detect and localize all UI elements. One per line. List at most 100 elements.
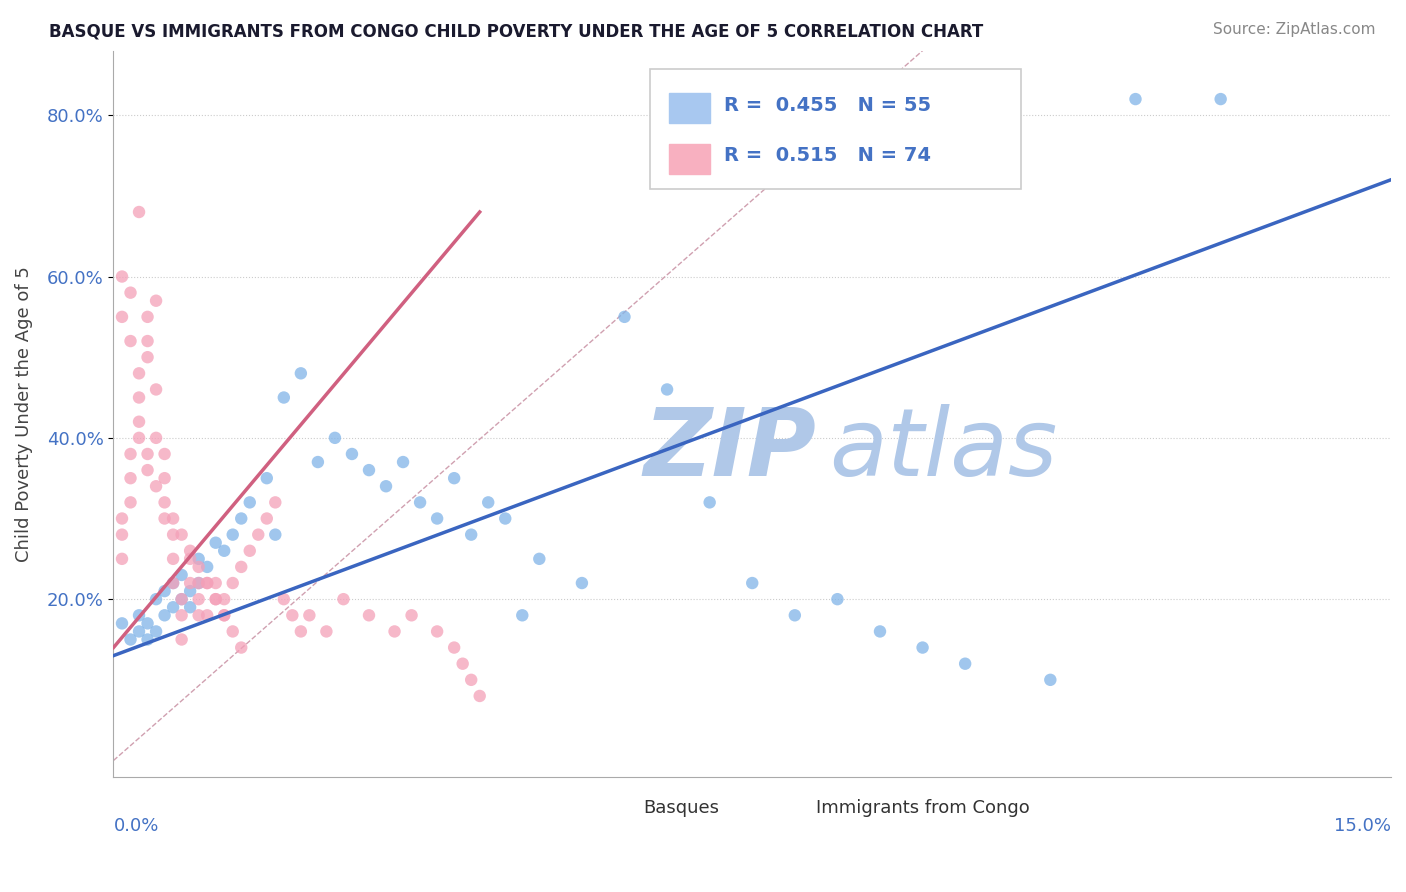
Point: [179, 552, 201, 566]
Point: [290, 367, 312, 381]
Point: [162, 576, 184, 591]
Point: [426, 624, 449, 639]
Point: [426, 511, 449, 525]
Point: [136, 632, 159, 647]
Point: [170, 592, 193, 607]
Point: [239, 543, 262, 558]
Point: [179, 576, 201, 591]
Point: [170, 632, 193, 647]
Text: 15.0%: 15.0%: [1334, 816, 1391, 835]
Point: [409, 495, 432, 509]
Point: [510, 608, 533, 623]
Point: [323, 431, 346, 445]
Point: [187, 576, 209, 591]
Point: [111, 616, 134, 631]
Point: [145, 624, 167, 639]
Point: [529, 552, 551, 566]
Point: [911, 640, 934, 655]
Point: [222, 527, 245, 541]
Point: [655, 383, 678, 397]
Point: [1039, 673, 1062, 687]
Point: [256, 511, 278, 525]
Point: [145, 383, 167, 397]
FancyBboxPatch shape: [650, 69, 1021, 188]
Point: [111, 527, 134, 541]
Point: [187, 552, 209, 566]
Point: [170, 527, 193, 541]
Point: [307, 455, 329, 469]
Point: [613, 310, 636, 324]
Point: [128, 367, 150, 381]
Point: [384, 624, 406, 639]
Point: [162, 576, 184, 591]
Point: [375, 479, 398, 493]
Point: [170, 568, 193, 582]
Point: [357, 463, 380, 477]
Point: [392, 455, 415, 469]
Point: [443, 471, 465, 485]
Point: [460, 673, 482, 687]
Point: [153, 471, 176, 485]
Point: [136, 447, 159, 461]
Point: [162, 511, 184, 525]
Point: [145, 479, 167, 493]
Point: [204, 592, 226, 607]
Point: [468, 689, 491, 703]
Point: [212, 608, 235, 623]
Point: [195, 608, 218, 623]
Text: Basques: Basques: [644, 799, 720, 817]
Point: [783, 608, 806, 623]
Point: [264, 495, 287, 509]
Point: [187, 592, 209, 607]
Point: [699, 495, 721, 509]
Point: [869, 624, 891, 639]
Point: [111, 310, 134, 324]
Point: [204, 592, 226, 607]
Point: [827, 592, 849, 607]
Point: [187, 560, 209, 574]
Text: atlas: atlas: [830, 404, 1057, 495]
Point: [315, 624, 337, 639]
Point: [494, 511, 516, 525]
FancyBboxPatch shape: [669, 93, 710, 123]
Point: [111, 552, 134, 566]
Point: [136, 334, 159, 348]
Point: [273, 592, 295, 607]
Point: [247, 527, 270, 541]
Point: [120, 285, 142, 300]
Point: [264, 527, 287, 541]
Point: [477, 495, 499, 509]
Point: [273, 391, 295, 405]
Point: [111, 511, 134, 525]
Point: [153, 495, 176, 509]
Point: [162, 527, 184, 541]
Point: [332, 592, 354, 607]
Point: [145, 293, 167, 308]
Point: [128, 608, 150, 623]
Point: [281, 608, 304, 623]
Point: [136, 350, 159, 364]
Point: [128, 205, 150, 219]
Point: [451, 657, 474, 671]
Point: [222, 624, 245, 639]
Point: [179, 543, 201, 558]
Point: [179, 584, 201, 599]
Point: [443, 640, 465, 655]
Point: [128, 415, 150, 429]
Text: 0.0%: 0.0%: [114, 816, 159, 835]
Point: [120, 334, 142, 348]
Point: [170, 608, 193, 623]
FancyBboxPatch shape: [785, 797, 813, 820]
Point: [195, 576, 218, 591]
Point: [120, 447, 142, 461]
Text: BASQUE VS IMMIGRANTS FROM CONGO CHILD POVERTY UNDER THE AGE OF 5 CORRELATION CHA: BASQUE VS IMMIGRANTS FROM CONGO CHILD PO…: [49, 22, 983, 40]
Point: [111, 269, 134, 284]
Point: [187, 576, 209, 591]
Point: [212, 543, 235, 558]
Text: R =  0.455   N = 55: R = 0.455 N = 55: [724, 95, 931, 115]
Point: [136, 616, 159, 631]
Point: [162, 600, 184, 615]
Y-axis label: Child Poverty Under the Age of 5: Child Poverty Under the Age of 5: [15, 266, 32, 562]
Point: [231, 511, 253, 525]
Point: [571, 576, 593, 591]
